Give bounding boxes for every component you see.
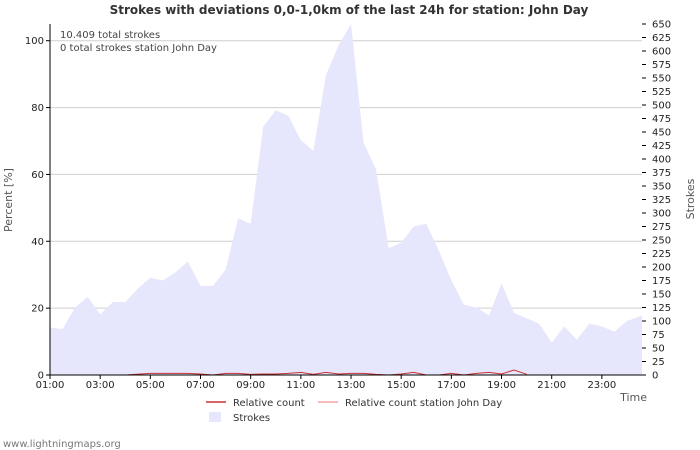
- y-right-tick-label: 400: [652, 155, 671, 166]
- x-tick-label: 05:00: [136, 380, 165, 391]
- x-tick-label: 11:00: [286, 380, 315, 391]
- y-right-tick-label: 250: [652, 236, 671, 247]
- x-tick-label: 13:00: [337, 380, 366, 391]
- x-tick-label: 23:00: [587, 380, 616, 391]
- x-axis-label: Time: [619, 391, 647, 404]
- y-right-tick-label: 300: [652, 209, 671, 220]
- x-tick-label: 01:00: [36, 380, 65, 391]
- legend-strokes-swatch: [209, 412, 221, 422]
- y-right-tick-label: 25: [652, 357, 665, 368]
- y-right-tick-label: 150: [652, 290, 671, 301]
- y-left-tick-label: 40: [31, 237, 44, 248]
- y-axis-right-ticks: 0 25 50 75 100 125 150 175 200 225 250 275 300 325 350…: [642, 20, 671, 382]
- y-right-tick-label: 350: [652, 182, 671, 193]
- y-right-tick-label: 550: [652, 74, 671, 85]
- y-axis-left-ticks: 0 20 40 60 80 100: [25, 36, 50, 382]
- y-right-tick-label: 600: [652, 47, 671, 58]
- y-right-tick-label: 0: [652, 371, 658, 382]
- y-right-tick-label: 200: [652, 263, 671, 274]
- y-left-tick-label: 60: [31, 170, 44, 181]
- y-right-tick-label: 75: [652, 330, 665, 341]
- y-axis-left-label: Percent [%]: [2, 168, 15, 232]
- footer-credit: www.lightningmaps.org: [3, 439, 121, 450]
- y-right-tick-label: 525: [652, 87, 671, 98]
- chart-title: Strokes with deviations 0,0-1,0km of the…: [110, 3, 589, 17]
- x-tick-label: 03:00: [86, 380, 115, 391]
- y-right-tick-label: 50: [652, 344, 665, 355]
- total-strokes-note: 10.409 total strokes: [60, 30, 160, 41]
- y-right-tick-label: 475: [652, 114, 671, 125]
- y-right-tick-label: 275: [652, 222, 671, 233]
- station-strokes-note: 0 total strokes station John Day: [60, 43, 217, 54]
- y-right-tick-label: 650: [652, 20, 671, 31]
- legend: Relative count Relative count station Jo…: [206, 398, 502, 424]
- y-right-tick-label: 500: [652, 101, 671, 112]
- x-axis-ticks: 01:00 03:00 05:00 07:00 09:00 11:00 13:00 15:00…: [36, 375, 616, 391]
- y-right-tick-label: 175: [652, 276, 671, 287]
- legend-relative-count-label: Relative count: [233, 398, 305, 409]
- y-left-tick-label: 20: [31, 304, 44, 315]
- x-tick-label: 09:00: [236, 380, 265, 391]
- y-right-tick-label: 225: [652, 249, 671, 260]
- y-right-tick-label: 625: [652, 33, 671, 44]
- y-axis-right-label: Strokes: [684, 178, 697, 219]
- y-left-tick-label: 80: [31, 103, 44, 114]
- y-right-tick-label: 575: [652, 60, 671, 71]
- y-right-tick-label: 375: [652, 168, 671, 179]
- x-tick-label: 19:00: [487, 380, 516, 391]
- x-tick-label: 15:00: [387, 380, 416, 391]
- y-left-tick-label: 0: [38, 371, 44, 382]
- legend-relative-count-station-label: Relative count station John Day: [345, 398, 502, 409]
- x-tick-label: 21:00: [537, 380, 566, 391]
- x-tick-label: 17:00: [437, 380, 466, 391]
- y-right-tick-label: 125: [652, 303, 671, 314]
- y-right-tick-label: 450: [652, 128, 671, 139]
- y-right-tick-label: 100: [652, 317, 671, 328]
- y-right-tick-label: 425: [652, 141, 671, 152]
- x-tick-label: 07:00: [186, 380, 215, 391]
- strokes-area: [50, 24, 642, 375]
- y-left-tick-label: 100: [25, 36, 44, 47]
- legend-strokes-label: Strokes: [233, 413, 270, 424]
- y-right-tick-label: 325: [652, 195, 671, 206]
